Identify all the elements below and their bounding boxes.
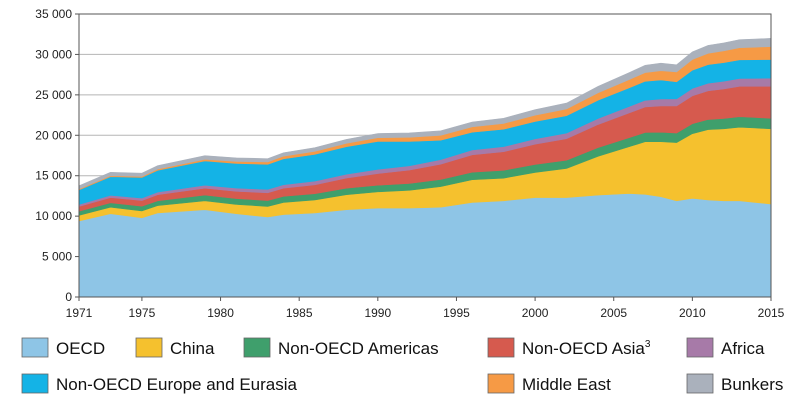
legend-swatch	[487, 337, 515, 358]
y-tick-label: 30 000	[35, 47, 72, 61]
x-tick-label: 2015	[758, 306, 785, 320]
x-tick-label: 2005	[600, 306, 627, 320]
x-tick-label: 1975	[129, 306, 156, 320]
y-tick-label: 35 000	[35, 7, 72, 21]
legend-swatch	[686, 373, 714, 394]
x-tick-label: 1985	[286, 306, 313, 320]
y-tick-label: 15 000	[35, 169, 72, 183]
legend-item-africa: Africa	[686, 337, 765, 358]
legend-swatch	[21, 337, 49, 358]
x-tick-label: 2010	[679, 306, 706, 320]
y-tick-label: 25 000	[35, 88, 72, 102]
legend-item-oecd: OECD	[21, 337, 105, 358]
x-tick-label: 2000	[522, 306, 549, 320]
legend-item-non-oecd-europe-and-eurasia: Non-OECD Europe and Eurasia	[21, 373, 298, 394]
legend-swatch	[135, 337, 163, 358]
legend-label: Africa	[721, 339, 765, 358]
legend-label: Non-OECD Europe and Eurasia	[56, 375, 298, 394]
y-tick-label: 5 000	[42, 250, 72, 264]
legend-item-non-oecd-americas: Non-OECD Americas	[243, 337, 439, 358]
x-tick-label: 1995	[443, 306, 470, 320]
y-tick-label: 0	[65, 290, 72, 304]
legend-label: OECD	[56, 339, 105, 358]
legend-label: Bunkers	[721, 375, 783, 394]
legend-label: Middle East	[522, 375, 611, 394]
axes	[75, 13, 772, 301]
y-tick-label: 20 000	[35, 128, 72, 142]
x-tick-label: 1980	[207, 306, 234, 320]
legend: OECD China Non-OECD Americas Non-OECD Asia3…	[21, 337, 783, 394]
legend-swatch	[21, 373, 49, 394]
x-tick-labels: 1971 1975 1980 1985 1990 1995 2000 2005 2010 2015	[66, 306, 785, 320]
series-areas	[78, 38, 772, 298]
legend-label: China	[170, 339, 215, 358]
legend-label: Non-OECD Asia3	[522, 339, 651, 358]
x-tick-label: 1971	[66, 306, 93, 320]
x-tick-label: 1990	[364, 306, 391, 320]
legend-label: Non-OECD Americas	[278, 339, 439, 358]
plot-frame	[78, 13, 772, 298]
legend-swatch	[487, 373, 515, 394]
y-tick-labels: 0 5 000 10 000 15 000 20 000 25 000 30 000 35 0…	[35, 7, 72, 304]
legend-item-non-oecd-asia: Non-OECD Asia3	[487, 337, 651, 358]
legend-item-middle-east: Middle East	[487, 373, 611, 394]
legend-item-bunkers: Bunkers	[686, 373, 783, 394]
legend-swatch	[686, 337, 714, 358]
legend-swatch	[243, 337, 271, 358]
y-tick-label: 10 000	[35, 209, 72, 223]
legend-item-china: China	[135, 337, 215, 358]
